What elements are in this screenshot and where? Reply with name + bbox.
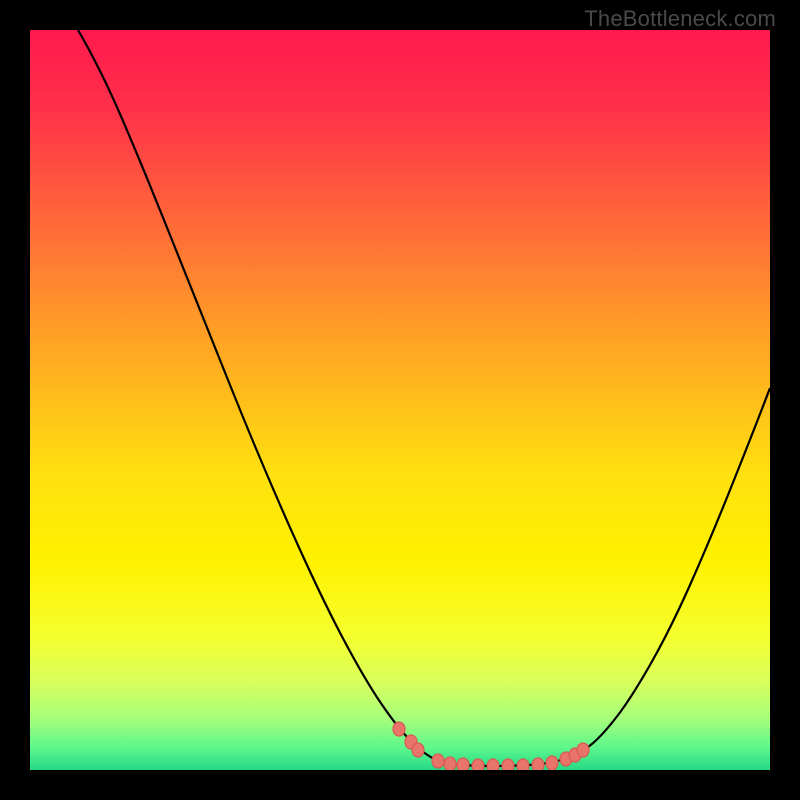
curve-marker — [577, 743, 589, 757]
plot-area — [30, 30, 770, 770]
curve-line — [78, 30, 770, 766]
curve-marker — [432, 754, 444, 768]
watermark-text: TheBottleneck.com — [584, 6, 776, 32]
curve-marker — [412, 743, 424, 757]
curve-marker — [546, 756, 558, 770]
curve-marker — [472, 759, 484, 770]
curve-markers — [393, 722, 589, 770]
bottleneck-curve — [30, 30, 770, 770]
curve-marker — [532, 758, 544, 770]
curve-marker — [487, 759, 499, 770]
curve-marker — [502, 759, 514, 770]
curve-marker — [444, 757, 456, 770]
curve-marker — [517, 759, 529, 770]
curve-marker — [457, 758, 469, 770]
chart-frame: TheBottleneck.com — [0, 0, 800, 800]
curve-marker — [393, 722, 405, 736]
